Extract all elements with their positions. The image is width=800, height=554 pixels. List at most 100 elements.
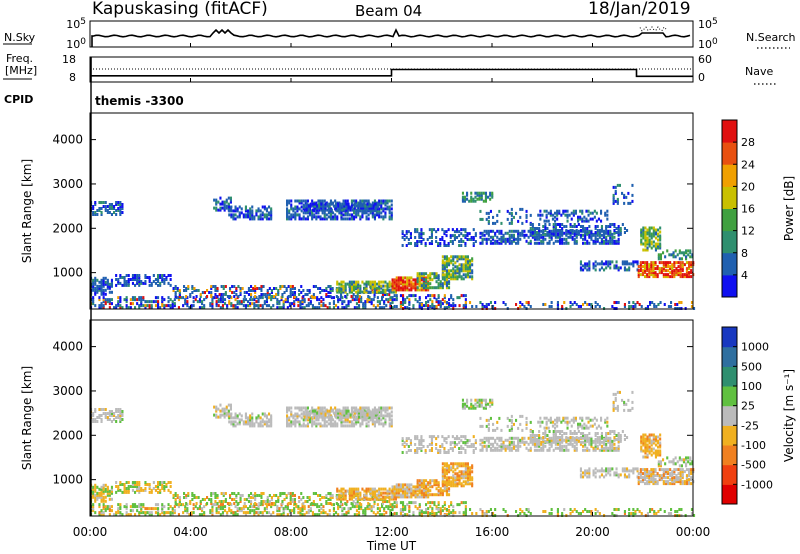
power-echo-cell	[551, 213, 554, 217]
velocity-echo-cell	[106, 412, 109, 415]
power-echo-cell	[298, 199, 301, 203]
velocity-echo-cell	[299, 507, 302, 511]
velocity-echo-cell	[228, 412, 231, 416]
velocity-echo-cell	[272, 511, 275, 515]
velocity-echo-cell	[371, 487, 374, 491]
power-echo-cell	[652, 273, 655, 277]
velocity-echo-cell	[337, 411, 340, 415]
power-echo-cell	[517, 229, 520, 233]
velocity-echo-cell	[372, 415, 375, 419]
power-echo-cell	[98, 207, 101, 210]
power-echo-cell	[529, 232, 532, 236]
velocity-echo-cell	[138, 483, 141, 486]
power-echo-cell	[110, 207, 113, 210]
power-echo-cell	[443, 282, 446, 286]
power-echo-cell	[399, 280, 402, 284]
velocity-echo-cell	[414, 491, 417, 495]
velocity-echo-cell	[363, 418, 366, 422]
velocity-echo-cell	[189, 502, 192, 505]
power-echo-cell	[466, 263, 469, 267]
velocity-echo-cell	[395, 495, 398, 499]
power-echo-cell	[199, 295, 202, 298]
power-echo-cell	[203, 298, 206, 302]
power-echo-cell	[210, 285, 213, 288]
velocity-echo-cell	[123, 505, 126, 509]
power-echo-cell	[319, 217, 322, 221]
velocity-echo-cell	[389, 509, 392, 513]
power-echo-cell	[186, 296, 189, 300]
velocity-echo-cell	[368, 505, 371, 509]
power-echo-cell	[390, 203, 393, 207]
power-echo-cell	[257, 207, 260, 211]
velocity-echo-cell	[102, 483, 105, 487]
velocity-echo-cell	[385, 511, 388, 515]
velocity-echo-cell	[288, 422, 291, 426]
power-echo-cell	[198, 300, 201, 304]
power-echo-cell	[430, 240, 433, 243]
power-echo-cell	[527, 241, 530, 245]
power-echo-cell	[335, 208, 338, 212]
velocity-echo-cell	[350, 489, 353, 493]
power-echo-cell	[340, 290, 343, 294]
power-echo-cell	[189, 293, 192, 296]
power-echo-cell	[439, 300, 442, 304]
power-echo-cell	[677, 273, 680, 277]
power-echo-cell	[671, 271, 674, 275]
power-echo-cell	[344, 282, 347, 286]
velocity-echo-cell	[373, 487, 376, 491]
velocity-echo-cell	[220, 492, 223, 495]
power-echo-cell	[422, 280, 425, 284]
power-echo-cell	[307, 208, 310, 212]
power-echo-cell	[565, 239, 568, 243]
power-echo-cell	[210, 291, 213, 294]
power-echo-cell	[311, 204, 314, 208]
power-echo-cell	[561, 305, 564, 308]
velocity-echo-cell	[346, 418, 349, 422]
power-echo-cell	[449, 234, 452, 238]
velocity-echo-cell	[372, 511, 375, 515]
power-echo-cell	[254, 289, 257, 292]
power-echo-cell	[640, 242, 643, 246]
velocity-echo-cell	[318, 509, 321, 513]
power-echo-cell	[471, 277, 474, 281]
power-echo-cell	[317, 211, 320, 215]
power-echo-cell	[605, 241, 608, 245]
velocity-echo-cell	[350, 410, 353, 414]
velocity-echo-cell	[104, 487, 107, 491]
power-echo-cell	[640, 240, 643, 244]
power-echo-cell	[646, 305, 649, 308]
velocity-echo-cell	[108, 412, 111, 415]
velocity-echo-cell	[390, 422, 393, 426]
velocity-echo-cell	[276, 505, 279, 509]
velocity-echo-cell	[219, 513, 222, 517]
power-echo-cell	[540, 233, 543, 237]
power-echo-cell	[363, 286, 366, 290]
velocity-echo-cell	[367, 489, 370, 493]
power-echo-cell	[475, 305, 478, 308]
velocity-echo-cell	[350, 420, 353, 424]
velocity-echo-cell	[242, 420, 245, 424]
velocity-echo-cell	[325, 424, 328, 428]
power-echo-cell	[605, 237, 608, 241]
velocity-echo-cell	[190, 513, 193, 517]
velocity-echo-cell	[189, 500, 192, 503]
velocity-echo-cell	[445, 480, 448, 484]
velocity-echo-cell	[445, 482, 448, 486]
velocity-echo-cell	[425, 493, 428, 497]
power-echo-cell	[337, 208, 340, 212]
power-echo-cell	[673, 273, 676, 277]
power-echo-cell	[102, 306, 105, 310]
velocity-echo-cell	[388, 491, 391, 495]
velocity-echo-cell	[234, 414, 237, 418]
velocity-echo-cell	[224, 509, 227, 513]
power-echo-cell	[119, 304, 122, 308]
velocity-echo-cell	[368, 415, 371, 419]
power-echo-cell	[121, 207, 124, 210]
power-echo-cell	[619, 229, 622, 232]
power-echo-cell	[414, 278, 417, 282]
velocity-echo-cell	[340, 489, 343, 493]
power-echo-cell	[94, 292, 97, 296]
power-echo-cell	[249, 302, 252, 306]
velocity-echo-cell	[420, 493, 423, 497]
power-echo-cell	[247, 287, 250, 290]
